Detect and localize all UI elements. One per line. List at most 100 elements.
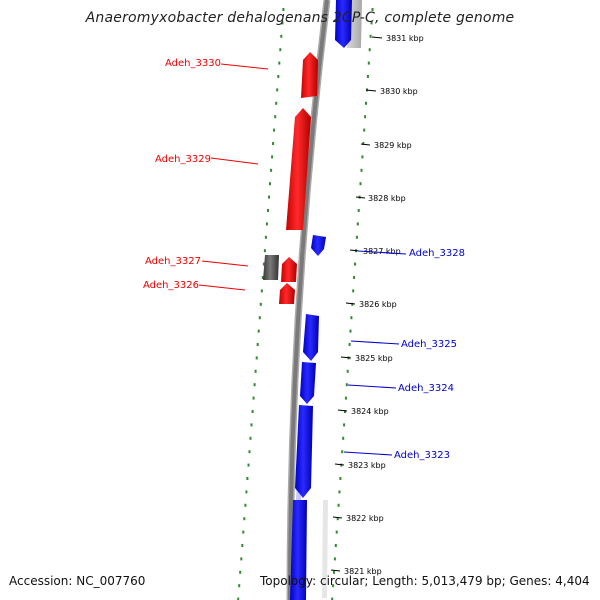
- right-tick-mark: [352, 289, 355, 293]
- gene-arrow-adeh-3322[interactable]: [290, 500, 307, 600]
- right-tick-mark: [362, 142, 365, 145]
- scale-label: 3822 kbp: [346, 514, 384, 523]
- left-tick-mark: [281, 21, 284, 25]
- right-tick-mark: [371, 8, 374, 11]
- gene-label-adeh-3326[interactable]: Adeh_3326: [143, 280, 199, 291]
- feature-block-grey[interactable]: [263, 255, 279, 280]
- left-tick-mark: [240, 557, 243, 561]
- scale-label: 3829 kbp: [374, 141, 412, 150]
- left-tick-mark: [252, 396, 255, 400]
- left-tick-mark: [264, 235, 267, 239]
- scale-label: 3821 kbp: [344, 567, 382, 576]
- left-tick-mark: [237, 597, 240, 600]
- gene-arrow-adeh-3325[interactable]: [303, 314, 319, 361]
- left-tick-mark: [242, 530, 245, 534]
- scale-label: 3827 kbp: [363, 247, 401, 256]
- left-tick-mark: [280, 34, 283, 38]
- left-tick-mark: [247, 463, 250, 467]
- right-tick-mark: [331, 597, 334, 600]
- scale-leaders: [330, 36, 383, 572]
- right-tick-mark: [353, 276, 356, 279]
- right-tick-mark: [367, 61, 370, 65]
- right-tick-mark: [355, 235, 358, 239]
- gene-label-adeh-3323[interactable]: Adeh_3323: [394, 450, 450, 461]
- right-tick-mark: [336, 517, 339, 521]
- right-tick-mark: [359, 182, 362, 186]
- scale-labels: 3831 kbp 3830 kbp 3829 kbp 3828 kbp 3827…: [344, 34, 424, 576]
- left-tick-mark: [261, 276, 264, 279]
- left-tick-mark: [275, 101, 278, 105]
- reverse-genes: [279, 52, 318, 304]
- right-tick-mark: [344, 396, 347, 400]
- gene-arrow-adeh-3331[interactable]: [335, 0, 352, 48]
- right-tick-mark: [369, 34, 372, 38]
- left-tick-mark: [272, 142, 275, 145]
- left-tick-mark: [241, 544, 244, 547]
- left-tick-mark: [250, 423, 253, 427]
- left-leaders: [198, 63, 269, 291]
- left-tick-mark: [278, 61, 281, 65]
- left-tick-mark: [262, 262, 265, 266]
- right-tick-mark: [368, 48, 371, 52]
- right-tick-mark: [337, 503, 340, 507]
- right-tick-mark: [339, 477, 342, 480]
- right-tick-mark: [346, 369, 349, 373]
- right-tick-mark: [364, 115, 367, 119]
- gene-label-adeh-3327[interactable]: Adeh_3327: [145, 256, 201, 267]
- right-tick-mark: [333, 557, 336, 561]
- gene-arrow-adeh-3323[interactable]: [295, 405, 313, 498]
- left-tick-mark: [268, 195, 270, 199]
- gene-arrow-adeh-3328[interactable]: [311, 235, 326, 256]
- scale-label: 3824 kbp: [351, 407, 389, 416]
- right-tick-mark: [354, 262, 357, 266]
- left-tick-mark: [259, 302, 262, 306]
- left-gene-labels: Adeh_3330 Adeh_3329 Adeh_3327 Adeh_3326: [143, 58, 221, 291]
- gene-arrow-adeh-3329[interactable]: [286, 108, 311, 230]
- scale-label: 3830 kbp: [380, 87, 418, 96]
- gene-arrow-adeh-3330[interactable]: [301, 52, 318, 98]
- left-tick-mark: [248, 450, 251, 454]
- left-tick-mark: [267, 209, 269, 212]
- gene-arrow-adeh-3326[interactable]: [279, 283, 295, 304]
- left-tick-mark: [282, 8, 285, 11]
- left-tick-mark: [263, 249, 266, 253]
- right-tick-mark: [334, 544, 337, 547]
- map-title: Anaeromyxobacter dehalogenans 2CP-C, com…: [85, 10, 515, 26]
- gene-label-adeh-3329[interactable]: Adeh_3329: [155, 154, 211, 165]
- right-tick-mark: [350, 316, 353, 320]
- left-tick-mark: [271, 155, 274, 159]
- left-tick-mark: [276, 88, 279, 92]
- left-tick-mark: [244, 503, 247, 507]
- left-tick-mark: [253, 383, 256, 387]
- left-tick-mark: [238, 584, 241, 588]
- forward-genes: [290, 0, 352, 600]
- gene-label-adeh-3324[interactable]: Adeh_3324: [398, 383, 454, 394]
- left-tick-mark: [257, 329, 260, 333]
- left-tick-mark: [239, 570, 242, 574]
- left-tick-mark: [274, 115, 277, 119]
- gene-label-adeh-3330[interactable]: Adeh_3330: [165, 58, 221, 69]
- left-tick-mark: [270, 168, 273, 172]
- left-tick-mark: [246, 477, 249, 480]
- right-tick-mark: [338, 490, 341, 494]
- left-tick-mark: [277, 75, 280, 78]
- left-tick-mark: [260, 289, 263, 293]
- left-tick-mark: [265, 222, 268, 226]
- gene-arrow-adeh-3324[interactable]: [300, 362, 316, 404]
- gene-arrow-adeh-3327[interactable]: [281, 257, 297, 282]
- left-tick-mark: [249, 436, 252, 440]
- scale-label: 3826 kbp: [359, 300, 397, 309]
- gene-label-adeh-3325[interactable]: Adeh_3325: [401, 339, 457, 350]
- left-tick-mark: [258, 316, 261, 320]
- right-gene-labels: Adeh_3328 Adeh_3325 Adeh_3324 Adeh_3323: [394, 248, 465, 461]
- gene-label-adeh-3328[interactable]: Adeh_3328: [409, 248, 465, 259]
- right-tick-mark: [356, 222, 359, 226]
- right-tick-mark: [333, 570, 335, 574]
- left-tick-mark: [251, 410, 254, 413]
- right-tick-mark: [363, 128, 366, 132]
- right-tick-mark: [351, 302, 354, 306]
- left-tick-mark: [243, 517, 246, 521]
- left-tick-track: [237, 8, 285, 600]
- left-tick-mark: [273, 128, 276, 132]
- left-tick-mark: [269, 182, 271, 186]
